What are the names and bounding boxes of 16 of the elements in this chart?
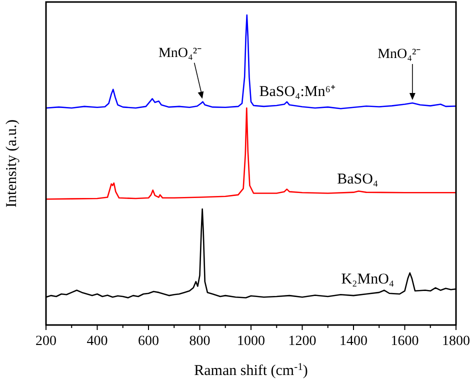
x-tick-label: 1200 xyxy=(288,334,316,349)
y-axis-title: Intensity (a.u.) xyxy=(4,120,20,208)
series-label: BaSO₄ xyxy=(337,171,378,188)
x-tick-label: 400 xyxy=(86,334,108,349)
series-label: K₂MnO₄ xyxy=(341,271,394,288)
x-tick-label: 1000 xyxy=(237,334,265,349)
x-tick-label: 1800 xyxy=(442,334,470,349)
annotation: MnO₄²⁻ xyxy=(158,46,202,61)
x-tick-label: 1600 xyxy=(390,334,419,349)
annotation: MnO₄²⁻ xyxy=(378,47,422,62)
x-tick-label: 800 xyxy=(189,334,210,349)
x-tick-label: 1400 xyxy=(340,334,368,349)
x-tick-label: 200 xyxy=(36,334,56,349)
series-label: BaSO₄:Mn⁶⁺ xyxy=(259,84,336,100)
x-tick-label: 600 xyxy=(138,334,159,349)
x-axis-title: Raman shift (cm$^{-1}$) xyxy=(194,362,308,379)
